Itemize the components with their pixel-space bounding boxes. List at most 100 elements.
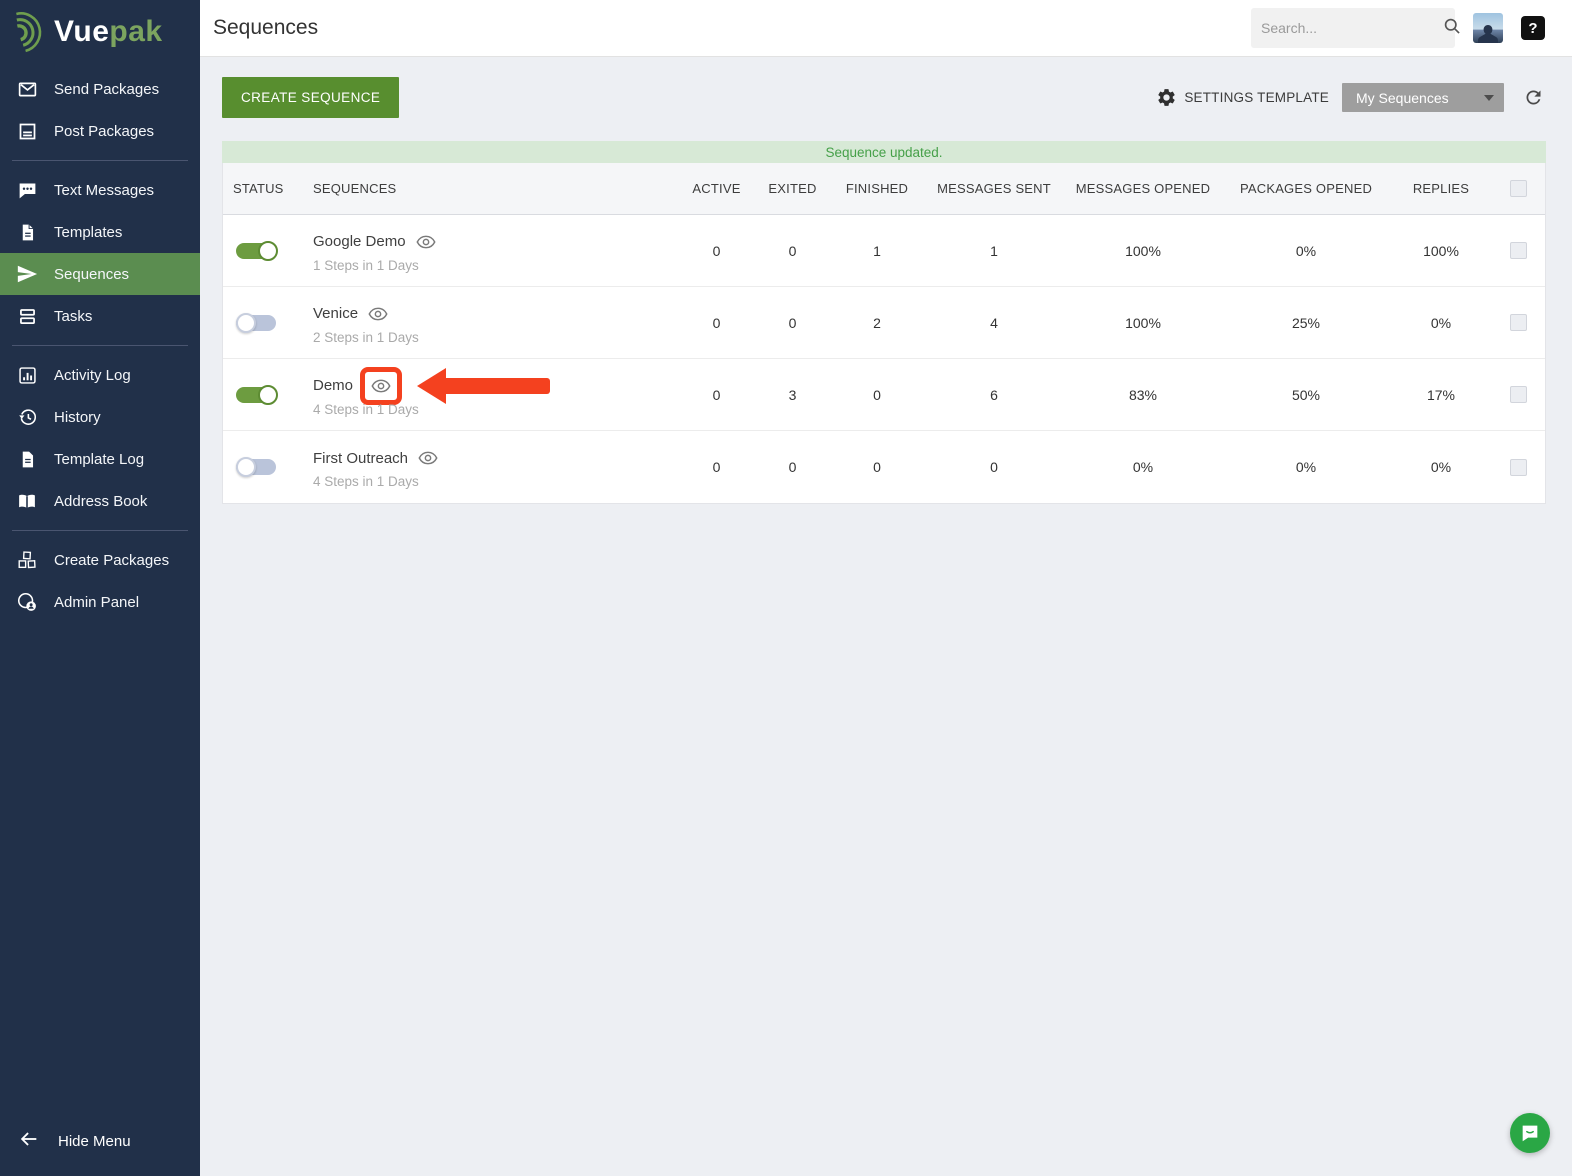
success-banner: Sequence updated. — [222, 141, 1546, 163]
row-checkbox[interactable] — [1509, 314, 1527, 331]
sidebar-item-post-packages[interactable]: Post Packages — [0, 110, 200, 152]
sequence-name[interactable]: First Outreach — [313, 449, 409, 467]
row-checkbox[interactable] — [1509, 458, 1527, 476]
filter-value: My Sequences — [1356, 89, 1449, 106]
toolbar-right: SETTINGS TEMPLATE My Sequences — [1156, 83, 1544, 112]
sequence-name[interactable]: Venice — [313, 305, 359, 322]
sequence-name-cell: Google Demo 1 Steps in 1 Days — [313, 229, 679, 273]
column-header-active[interactable]: ACTIVE — [692, 181, 741, 196]
table-row-highlighted: Demo 4 Steps in 1 Days 0 3 0 6 83% 50% — [223, 359, 1545, 431]
replies-value: 17% — [1426, 386, 1456, 403]
column-header-finished[interactable]: FINISHED — [845, 181, 909, 196]
arrow-left-icon — [18, 1128, 40, 1154]
sequence-name-cell: Demo 4 Steps in 1 Days — [313, 366, 679, 417]
column-header-exited[interactable]: EXITED — [768, 181, 817, 196]
exited-value: 0 — [788, 314, 797, 331]
banner-message: Sequence updated. — [825, 144, 943, 160]
replies-value: 0% — [1430, 314, 1452, 331]
select-all-cell — [1491, 180, 1545, 197]
chat-bubble-icon — [16, 179, 38, 201]
toolbar: CREATE SEQUENCE SETTINGS TEMPLATE My Seq… — [222, 77, 1544, 118]
hide-menu-button[interactable]: Hide Menu — [0, 1122, 200, 1160]
chat-fab-button[interactable] — [1510, 1113, 1550, 1153]
table-row: Venice 2 Steps in 1 Days 0 0 2 4 100% 25… — [223, 287, 1545, 359]
select-all-checkbox[interactable] — [1509, 180, 1527, 197]
column-header-messages-opened[interactable]: MESSAGES OPENED — [1075, 181, 1211, 196]
sidebar-item-history[interactable]: History — [0, 396, 200, 438]
preview-eye-icon[interactable] — [367, 303, 389, 325]
main-content: CREATE SEQUENCE SETTINGS TEMPLATE My Seq… — [200, 57, 1572, 1176]
sidebar-item-templates[interactable]: Templates — [0, 211, 200, 253]
sidebar-item-text-messages[interactable]: Text Messages — [0, 169, 200, 211]
search-icon[interactable] — [1442, 16, 1462, 41]
sequence-name[interactable]: Demo — [313, 377, 354, 394]
sidebar: Vuepak Send Packages Post Packages Text … — [0, 0, 200, 1176]
sidebar-item-label: Sequences — [54, 265, 130, 283]
status-toggle[interactable] — [236, 240, 278, 261]
admin-icon — [16, 591, 38, 613]
row-select-cell — [1491, 242, 1545, 259]
preview-eye-icon[interactable] — [370, 375, 392, 397]
preview-eye-icon[interactable] — [415, 231, 437, 253]
brand-name: Vuepak — [54, 15, 163, 48]
replies-value: 0% — [1430, 459, 1452, 475]
row-checkbox[interactable] — [1509, 386, 1527, 403]
status-cell — [223, 312, 313, 333]
sequences-filter-dropdown[interactable]: My Sequences — [1342, 83, 1504, 112]
column-header-messages-sent[interactable]: MESSAGES SENT — [937, 181, 1051, 196]
messages-sent-value: 0 — [990, 459, 998, 475]
hide-menu-label: Hide Menu — [58, 1132, 131, 1150]
sidebar-item-label: Create Packages — [54, 551, 170, 569]
sidebar-item-address-book[interactable]: Address Book — [0, 480, 200, 522]
exited-value: 3 — [788, 386, 797, 403]
row-checkbox[interactable] — [1509, 242, 1527, 259]
address-book-icon — [16, 490, 38, 512]
page-title: Sequences — [213, 16, 319, 39]
history-clock-icon — [16, 406, 38, 428]
column-header-status[interactable]: STATUS — [233, 181, 284, 196]
column-header-packages-opened[interactable]: PACKAGES OPENED — [1239, 181, 1373, 196]
search-input[interactable] — [1261, 20, 1442, 36]
sidebar-item-tasks[interactable]: Tasks — [0, 295, 200, 337]
sidebar-item-admin-panel[interactable]: Admin Panel — [0, 581, 200, 623]
status-toggle[interactable] — [236, 457, 278, 477]
table-row: Google Demo 1 Steps in 1 Days 0 0 1 1 10… — [223, 215, 1545, 287]
sidebar-item-create-packages[interactable]: Create Packages — [0, 539, 200, 581]
column-header-replies[interactable]: REPLIES — [1412, 181, 1470, 196]
document-icon — [16, 221, 38, 243]
finished-value: 2 — [873, 314, 881, 331]
status-toggle[interactable] — [236, 312, 278, 333]
file-log-icon — [16, 448, 38, 470]
sequence-name[interactable]: Google Demo — [313, 233, 406, 250]
create-sequence-button[interactable]: CREATE SEQUENCE — [222, 77, 400, 118]
messages-opened-value: 100% — [1125, 242, 1161, 259]
sidebar-item-sequences[interactable]: Sequences — [0, 253, 200, 295]
table-header-row: STATUS SEQUENCES ACTIVE EXITED FINISHED … — [223, 163, 1545, 215]
sidebar-item-label: Address Book — [54, 492, 148, 510]
sidebar-divider — [12, 160, 188, 161]
sequence-subtitle: 4 Steps in 1 Days — [313, 474, 419, 489]
status-cell — [223, 240, 313, 261]
packages-opened-value: 0% — [1295, 242, 1317, 259]
topbar-right: ? — [1251, 8, 1545, 48]
user-avatar[interactable] — [1473, 13, 1503, 43]
sequence-name-cell: First Outreach 4 Steps in 1 Days — [313, 445, 679, 489]
sidebar-item-activity-log[interactable]: Activity Log — [0, 354, 200, 396]
settings-template-label: SETTINGS TEMPLATE — [1184, 90, 1329, 105]
preview-eye-icon[interactable] — [417, 447, 439, 469]
sidebar-item-template-log[interactable]: Template Log — [0, 438, 200, 480]
cubes-icon — [16, 549, 38, 571]
sidebar-item-label: Activity Log — [54, 366, 131, 384]
sidebar-item-send-packages[interactable]: Send Packages — [0, 68, 200, 110]
topbar: Sequences ? — [200, 0, 1572, 57]
status-cell — [223, 384, 313, 405]
settings-template-button[interactable]: SETTINGS TEMPLATE — [1156, 87, 1329, 108]
messages-sent-value: 6 — [990, 386, 998, 403]
status-toggle[interactable] — [236, 384, 278, 405]
brand-logo: Vuepak — [0, 0, 200, 66]
packages-opened-value: 0% — [1295, 459, 1317, 475]
messages-sent-value: 4 — [990, 314, 998, 331]
refresh-button[interactable] — [1523, 87, 1544, 108]
help-button[interactable]: ? — [1521, 16, 1545, 40]
column-header-sequences[interactable]: SEQUENCES — [313, 181, 397, 196]
